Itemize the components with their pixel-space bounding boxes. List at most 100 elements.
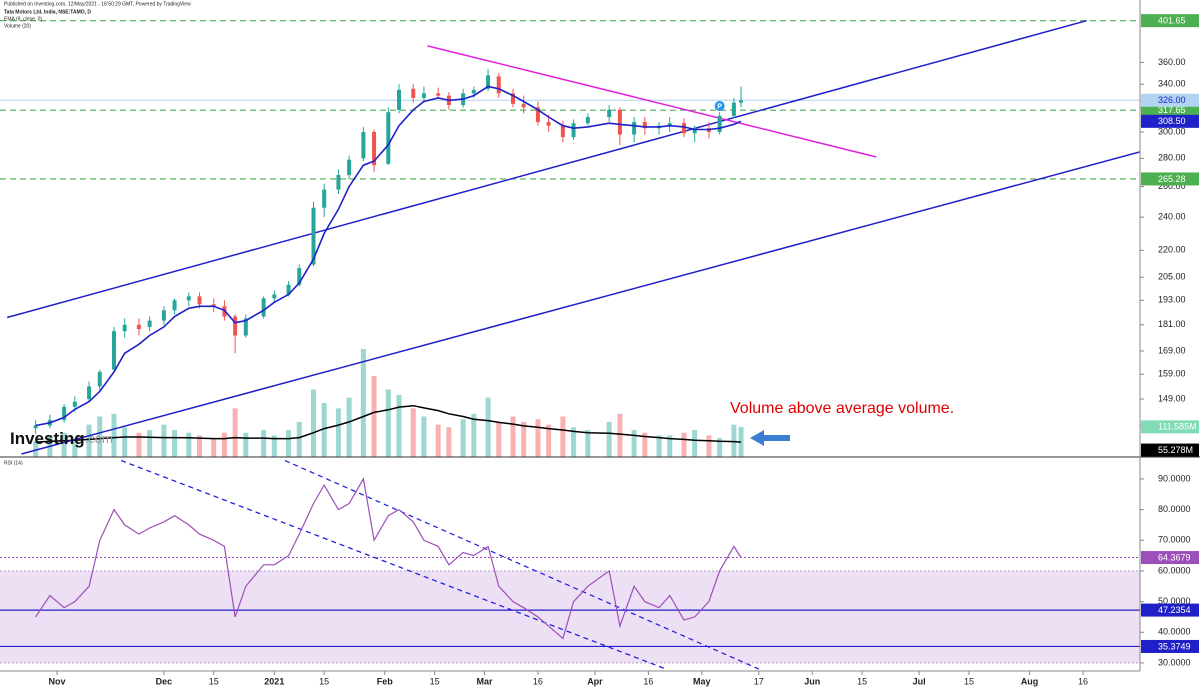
trendline bbox=[427, 45, 877, 158]
volume-bar bbox=[706, 435, 712, 457]
candle-body bbox=[372, 132, 377, 166]
trendline bbox=[120, 459, 667, 670]
axis-badge bbox=[1141, 114, 1199, 128]
x-tick-label: 16 bbox=[533, 676, 543, 686]
arrow bbox=[750, 430, 790, 446]
volume-bar bbox=[421, 416, 427, 457]
volume-bar bbox=[97, 416, 103, 457]
volume-bar bbox=[535, 419, 541, 457]
candle-body bbox=[261, 298, 266, 317]
candle-body bbox=[692, 128, 697, 134]
x-tick-label: Mar bbox=[476, 676, 493, 686]
volume-bar bbox=[560, 416, 566, 457]
axis-badge bbox=[1141, 14, 1199, 28]
volume-bar bbox=[642, 432, 648, 457]
volume-bar bbox=[72, 438, 78, 457]
candle-body bbox=[546, 121, 551, 126]
y-tick-label: 90.0000 bbox=[1158, 473, 1191, 483]
candle-body bbox=[322, 189, 327, 208]
candle-body bbox=[486, 75, 491, 89]
candle-body bbox=[496, 76, 501, 94]
volume-bar bbox=[111, 413, 117, 457]
ema-legend: EMA (9, close, 0) bbox=[4, 16, 42, 22]
candle-body bbox=[632, 121, 637, 135]
y-tick-label: 220.00 bbox=[1158, 245, 1186, 255]
volume-bar bbox=[61, 432, 67, 457]
volume-average-line bbox=[35, 404, 742, 443]
axis-badge-label: 35.3749 bbox=[1158, 641, 1191, 651]
candle-body bbox=[607, 109, 612, 118]
x-tick-label: Feb bbox=[377, 676, 394, 686]
candle-body bbox=[361, 132, 366, 159]
candle-body bbox=[172, 300, 177, 311]
candle-body bbox=[347, 159, 352, 176]
volume-bar bbox=[446, 427, 452, 457]
y-tick-label: 50.0000 bbox=[1158, 596, 1191, 606]
volume-bar bbox=[186, 432, 192, 457]
volume-bar bbox=[731, 424, 737, 457]
axis-badge-label: 317.65 bbox=[1158, 105, 1186, 115]
x-tick-label: 15 bbox=[964, 676, 974, 686]
volume-bar bbox=[485, 397, 491, 457]
candle-body bbox=[97, 371, 102, 387]
axis-badge-label: 265.28 bbox=[1158, 174, 1186, 184]
y-tick-label: 169.00 bbox=[1158, 345, 1186, 355]
candle-body bbox=[311, 207, 316, 265]
x-tick-label: Jun bbox=[804, 676, 820, 686]
candle-body bbox=[535, 107, 540, 122]
volume-bar bbox=[86, 424, 92, 457]
y-tick-label: 193.00 bbox=[1158, 295, 1186, 305]
rsi-line bbox=[35, 477, 742, 640]
y-tick-label: 159.00 bbox=[1158, 369, 1186, 379]
y-tick-label: 280.00 bbox=[1158, 153, 1186, 163]
volume-bar bbox=[221, 432, 227, 457]
candle-body bbox=[62, 406, 67, 421]
volume-legend: Volume (20) bbox=[4, 23, 31, 29]
y-tick-label: 260.00 bbox=[1158, 181, 1186, 191]
candle-body bbox=[617, 109, 622, 135]
volume-bar bbox=[460, 419, 466, 457]
volume-bar bbox=[717, 438, 723, 457]
candle-body bbox=[136, 324, 141, 330]
volume-bar bbox=[232, 408, 238, 457]
volume-bar bbox=[692, 430, 698, 457]
ema-line bbox=[35, 85, 742, 427]
candle-body bbox=[33, 425, 38, 429]
candle-body bbox=[411, 88, 416, 98]
volume-bar bbox=[271, 435, 277, 457]
axis-badge bbox=[1141, 603, 1199, 617]
rsi-pane bbox=[0, 459, 1140, 670]
volume-bar bbox=[335, 408, 341, 457]
y-tick-label: 60.0000 bbox=[1158, 565, 1191, 575]
y-tick-label: 340.00 bbox=[1158, 79, 1186, 89]
candle-body bbox=[112, 331, 116, 370]
x-tick-label: Aug bbox=[1021, 676, 1039, 686]
volume-bar bbox=[147, 430, 153, 457]
volume-bar bbox=[321, 403, 327, 457]
axis-badge-label: 47.2354 bbox=[1158, 605, 1191, 615]
volume-bar bbox=[371, 376, 377, 457]
x-tick-label: 2021 bbox=[264, 676, 284, 686]
y-tick-label: 40.0000 bbox=[1158, 627, 1191, 637]
volume-bar bbox=[606, 421, 612, 457]
candle-body bbox=[286, 284, 291, 295]
axes: 139.00149.00159.00169.00181.00193.00205.… bbox=[48, 14, 1199, 686]
pivot-marker-label: P bbox=[717, 103, 722, 110]
candle-body bbox=[72, 401, 77, 407]
candle-body bbox=[739, 100, 743, 103]
axis-badge bbox=[1141, 639, 1199, 653]
axis-badge-label: 64.3679 bbox=[1158, 552, 1191, 562]
x-tick-label: 15 bbox=[857, 676, 867, 686]
y-tick-label: 360.00 bbox=[1158, 57, 1186, 67]
axis-badge-label: 111.585M bbox=[1158, 422, 1197, 432]
axis-badge bbox=[1141, 103, 1199, 117]
x-tick-label: 16 bbox=[643, 676, 653, 686]
volume-bar bbox=[510, 416, 516, 457]
candle-body bbox=[197, 296, 202, 305]
volume-bar bbox=[471, 413, 477, 457]
trendline bbox=[21, 151, 1140, 455]
rsi-legend: RSI (14) bbox=[4, 460, 23, 466]
axis-badge bbox=[1141, 443, 1199, 457]
volume-bar bbox=[122, 427, 128, 457]
